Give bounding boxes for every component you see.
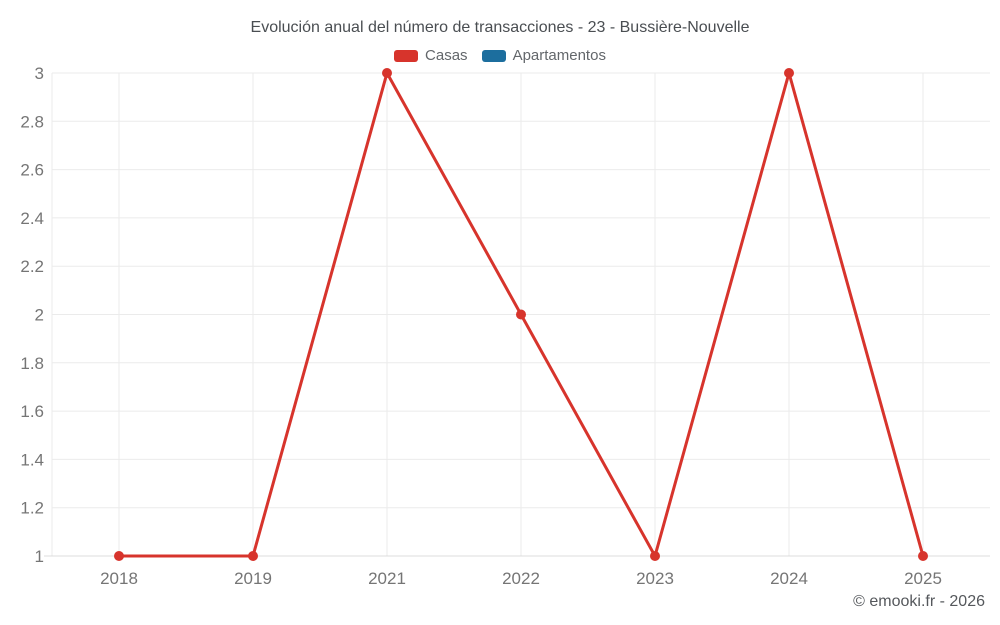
x-tick-label: 2025 [904,569,942,588]
y-tick-label: 2.8 [20,112,44,131]
y-tick-label: 1.6 [20,402,44,421]
apartamentos-swatch-icon [481,49,506,62]
y-tick-label: 2.2 [20,257,44,276]
legend-label-apartamentos: Apartamentos [512,47,606,64]
x-tick-label: 2018 [100,569,138,588]
legend-item-apartamentos[interactable]: Apartamentos [481,47,606,64]
y-tick-label: 2 [35,306,44,325]
chart-title: Evolución anual del número de transaccio… [250,19,750,36]
y-tick-label: 1.4 [20,450,44,469]
x-tick-label: 2023 [636,569,674,588]
casas-swatch-icon [394,49,419,62]
x-tick-label: 2019 [234,569,272,588]
legend-item-casas[interactable]: Casas [394,47,468,64]
y-tick-label: 2.4 [20,209,44,228]
chart-legend: Casas Apartamentos [0,47,1000,64]
legend-label-casas: Casas [425,47,468,64]
y-tick-label: 1 [35,547,44,566]
data-point-casas[interactable] [114,551,124,561]
data-point-casas[interactable] [918,551,928,561]
data-point-casas[interactable] [516,309,526,320]
y-tick-label: 2.6 [20,161,44,180]
x-tick-label: 2024 [770,569,808,588]
data-point-casas[interactable] [248,551,258,561]
data-point-casas[interactable] [650,551,660,561]
x-tick-label: 2021 [368,569,406,588]
y-tick-label: 1.8 [20,354,44,373]
y-tick-label: 1.2 [20,499,44,518]
x-tick-label: 2022 [502,569,540,588]
data-point-casas[interactable] [784,68,794,78]
y-tick-label: 3 [35,64,44,83]
copyright-watermark: © emooki.fr - 2026 [853,593,985,610]
data-point-casas[interactable] [382,68,392,78]
